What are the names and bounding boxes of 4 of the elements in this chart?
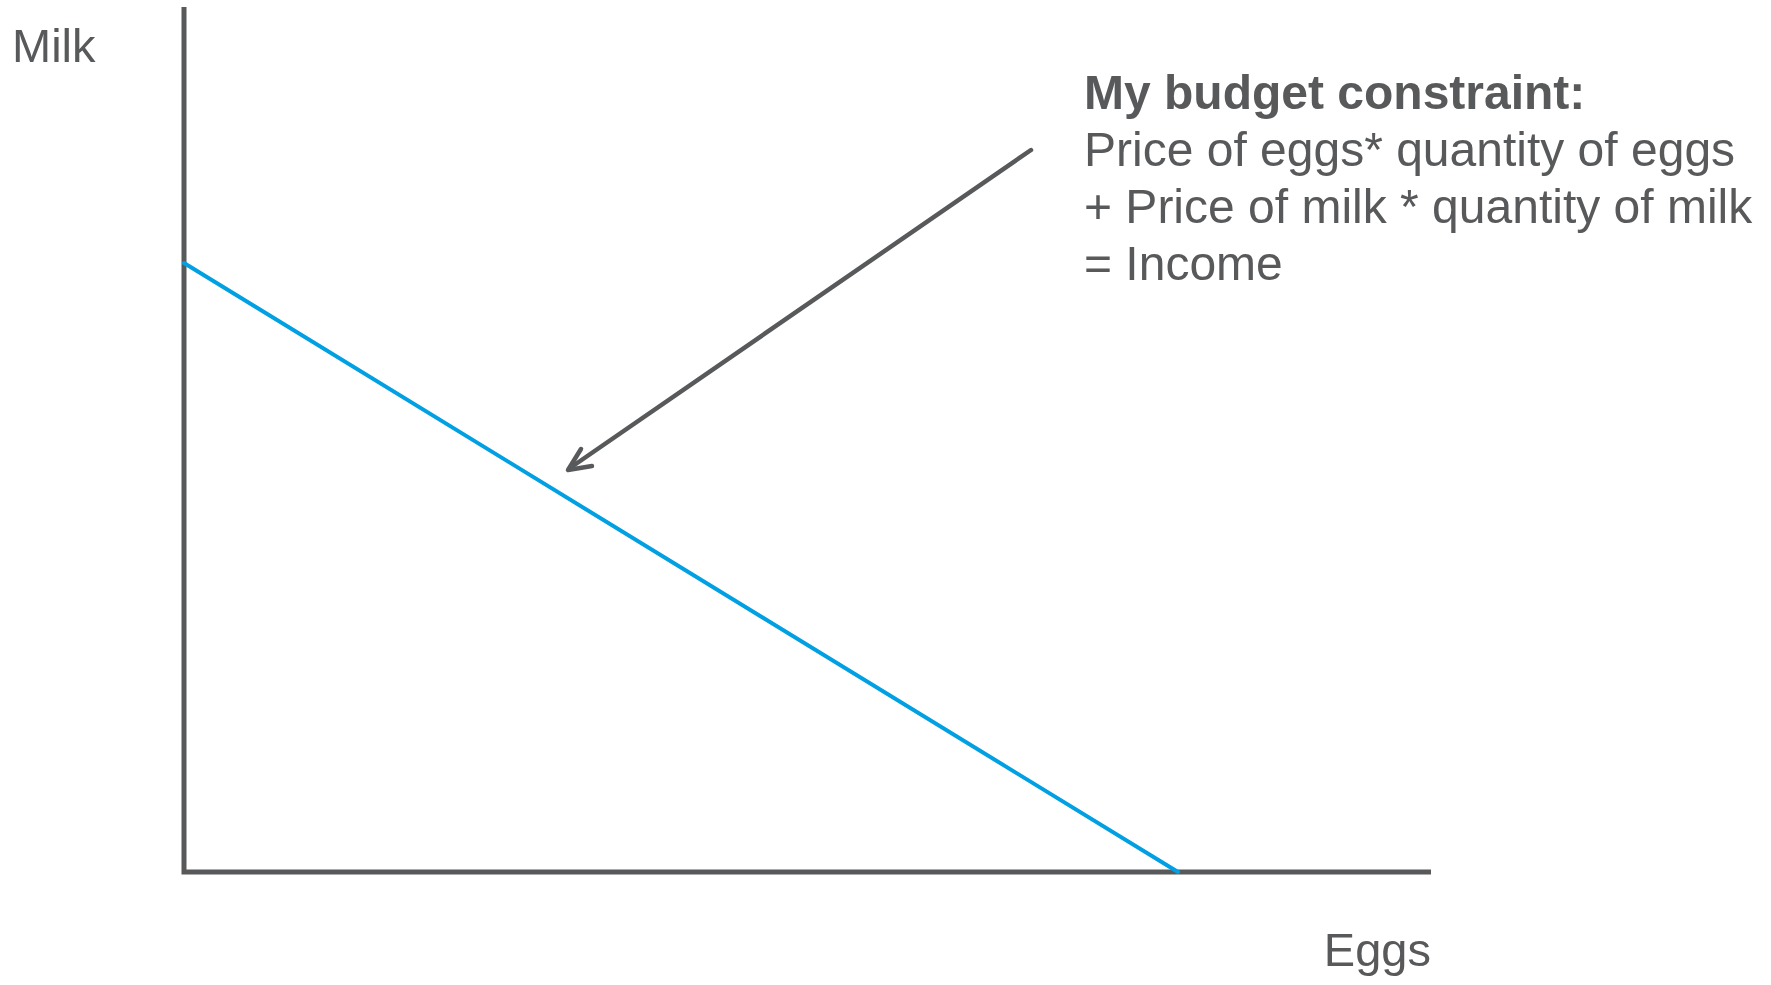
text: My budget constraint: <box>1084 65 1587 121</box>
y-axis-title: Milk <box>12 18 96 74</box>
x-axis-title: Eggs <box>1323 922 1431 978</box>
annotation: Price of eggs* quantity of eggs + Price of milk * quantity of milk = Income <box>1084 122 1753 292</box>
